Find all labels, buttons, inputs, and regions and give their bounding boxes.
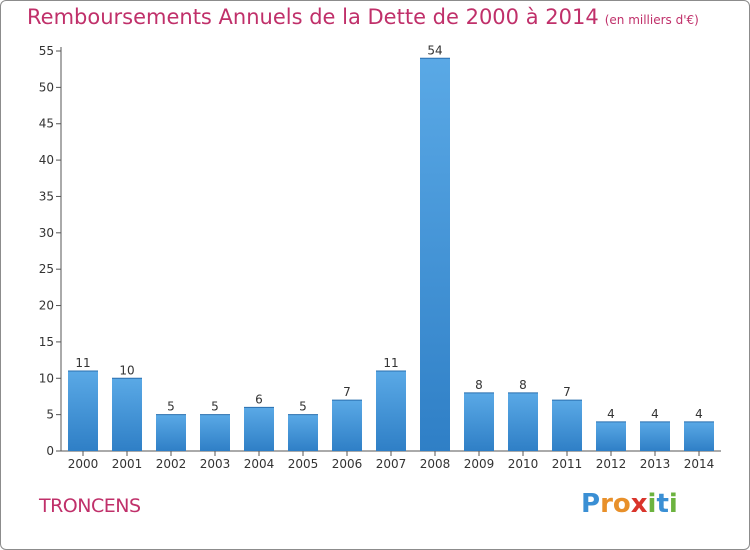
y-tick-label: 35 [39,189,54,203]
bar-2008 [420,58,450,451]
x-tick-label: 2004 [244,457,275,471]
bar-2010 [508,392,538,451]
y-tick-label: 50 [39,80,54,94]
y-tick-label: 10 [39,371,54,385]
y-tick-label: 40 [39,153,54,167]
data-label-2013: 4 [651,407,659,421]
data-label-2009: 8 [475,378,483,392]
bar-2000 [68,371,98,451]
data-label-2003: 5 [211,400,219,414]
y-tick-label: 30 [39,226,54,240]
logo-letter: t [656,489,669,519]
x-tick-label: 2010 [508,457,539,471]
x-tick-label: 2001 [112,457,143,471]
x-tick-label: 2007 [376,457,407,471]
logo-letter: P [581,489,601,519]
bar-2011 [552,400,582,451]
x-axis: 2000 2001 2002 2003 2004 2005 2006 2007 2008 2009… [61,450,721,471]
y-tick-label: 0 [46,444,54,458]
logo-letter: i [668,489,678,519]
data-label-2002: 5 [167,400,175,414]
y-tick-label: 25 [39,262,54,276]
bar-2009 [464,392,494,451]
data-label-2000: 11 [75,356,90,370]
data-label-2012: 4 [607,407,615,421]
x-tick-label: 2011 [552,457,583,471]
data-label-2005: 5 [299,400,307,414]
x-tick-label: 2006 [332,457,363,471]
commune-name: TRONCENS [39,495,141,517]
x-tick-label: 2000 [68,457,99,471]
data-label-2001: 10 [119,363,134,377]
bar-2006 [332,400,362,451]
bar-2014 [684,421,714,451]
x-tick-label: 2002 [156,457,187,471]
chart-title: Remboursements Annuels de la Dette de 20… [27,5,699,29]
bar-2013 [640,421,670,451]
bar-2004 [244,407,274,451]
x-tick-label: 2013 [640,457,671,471]
y-tick-label: 5 [46,408,54,422]
data-label-2006: 7 [343,385,351,399]
data-label-2007: 11 [383,356,398,370]
y-tick-label: 20 [39,299,54,313]
logo-letter: r [600,489,613,519]
proxiti-logo[interactable]: Proxiti [581,489,678,519]
bar-2012 [596,421,626,451]
bar-2005 [288,414,318,451]
y-axis: 0 5 10 15 20 25 30 35 40 45 50 55 [39,44,62,458]
data-labels-group: 11 10 5 5 6 5 7 11 54 8 8 7 4 4 4 [75,43,702,421]
data-label-2011: 7 [563,385,571,399]
data-label-2014: 4 [695,407,703,421]
bar-2007 [376,371,406,451]
data-label-2004: 6 [255,392,263,406]
data-label-2010: 8 [519,378,527,392]
y-tick-label: 15 [39,335,54,349]
bar-2002 [156,414,186,451]
y-tick-label: 45 [39,117,54,131]
bars-group [68,57,714,451]
x-tick-label: 2003 [200,457,231,471]
logo-letter: i [647,489,657,519]
x-tick-label: 2014 [684,457,715,471]
chart-unit-label: (en milliers d'€) [604,13,699,27]
y-tick-label: 55 [39,44,54,58]
logo-letter: x [630,489,648,519]
x-tick-label: 2009 [464,457,495,471]
bar-2003 [200,414,230,451]
x-tick-label: 2005 [288,457,319,471]
bar-2001 [112,378,142,451]
chart-title-text: Remboursements Annuels de la Dette de 20… [27,5,599,29]
data-label-2008: 54 [427,43,442,57]
logo-letter: o [612,489,631,519]
x-tick-label: 2008 [420,457,451,471]
x-tick-label: 2012 [596,457,627,471]
